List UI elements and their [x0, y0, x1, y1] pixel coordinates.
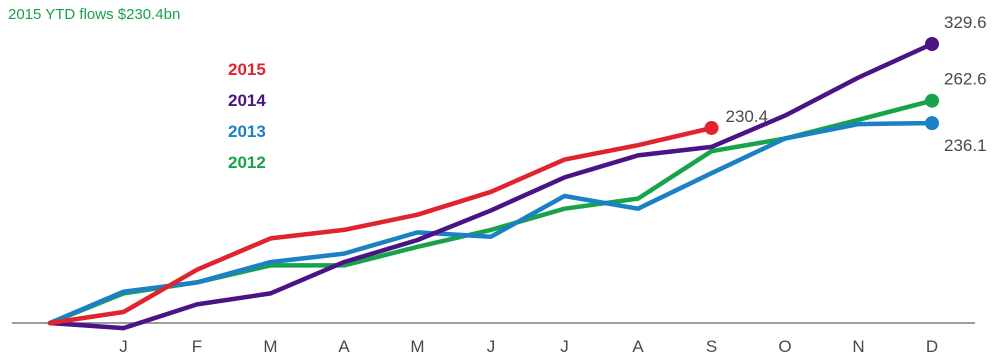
x-tick-label: J: [119, 337, 128, 356]
legend: 2015 2014 2013 2012: [228, 60, 266, 172]
end-marker-2015: [704, 120, 719, 135]
end-value-label-2012: 262.6: [944, 70, 987, 89]
end-value-label-2015: 230.4: [726, 107, 769, 126]
end-marker-2014: [925, 37, 939, 51]
x-tick-label: M: [410, 337, 424, 356]
x-tick-label: A: [338, 337, 350, 356]
series-line-2015: [47, 125, 714, 326]
x-tick-label: A: [632, 337, 644, 356]
x-tick-label: F: [192, 337, 202, 356]
series-end-markers: [704, 37, 939, 135]
series-end-labels: 262.6 236.1 329.6 230.4: [726, 13, 987, 155]
legend-entry-2013: 2013: [228, 122, 266, 141]
x-tick-label: J: [487, 337, 496, 356]
legend-entry-2014: 2014: [228, 91, 266, 110]
x-tick-label: S: [706, 337, 717, 356]
legend-entry-2012: 2012: [228, 153, 266, 172]
x-tick-label: N: [852, 337, 864, 356]
x-tick-label: J: [560, 337, 569, 356]
end-marker-2012: [925, 93, 939, 108]
series-line-2014: [47, 41, 935, 331]
x-tick-label: D: [926, 337, 938, 356]
end-marker-2013: [925, 116, 939, 131]
end-value-label-2013: 236.1: [944, 136, 987, 155]
series-lines: [47, 41, 935, 331]
x-tick-label: M: [263, 337, 277, 356]
legend-entry-2015: 2015: [228, 60, 266, 79]
chart-title: 2015 YTD flows $230.4bn: [8, 6, 180, 23]
series-line-2013: [47, 120, 935, 326]
end-value-label-2014: 329.6: [944, 13, 987, 32]
x-tick-label: O: [778, 337, 791, 356]
